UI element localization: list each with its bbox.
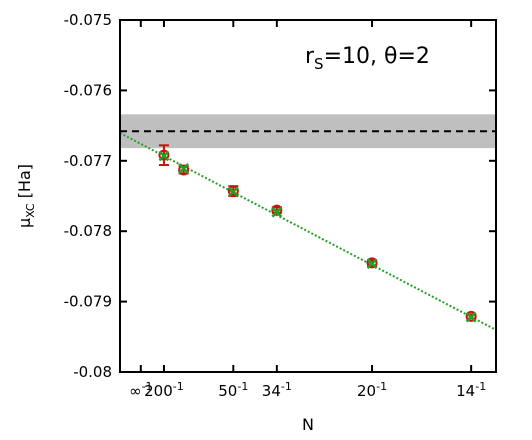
y-tick-label: -0.077 [64, 152, 112, 170]
x-tick-label-base: 34 [262, 382, 281, 400]
series-layer [158, 144, 477, 323]
x-tick-label: 14-1 [456, 380, 486, 400]
x-tick-label-exponent: -1 [173, 380, 184, 393]
x-tick-label-exponent: -1 [376, 380, 387, 393]
data-point-cross [227, 186, 239, 198]
x-tick-label: 34-1 [262, 380, 292, 400]
fit-line [119, 132, 497, 331]
x-tick-label-base: 200 [144, 382, 173, 400]
data-point-circle [366, 257, 378, 269]
x-tick-label-exponent: -1 [142, 380, 153, 393]
annotation-r: r [305, 44, 315, 69]
x-tick-label-base: ∞ [129, 382, 142, 400]
reference-band [120, 114, 496, 149]
data-point-circle [158, 149, 170, 161]
x-tick-label: 20-1 [357, 380, 387, 400]
y-tick-label: -0.08 [73, 363, 112, 381]
x-tick-label-exponent: -1 [475, 380, 486, 393]
annotation-r-sub: S [314, 55, 324, 73]
data-point-cross [178, 163, 190, 174]
data-point-cross [158, 150, 170, 162]
y-tick-label: -0.078 [64, 222, 112, 240]
data-point-cross [366, 258, 378, 269]
data-point-circle [227, 185, 239, 197]
x-tick-label: 200-1 [144, 380, 184, 400]
y-tick-label: -0.076 [64, 81, 112, 99]
reference-band-layer [120, 114, 496, 149]
annotation-parameters: rS=10, θ=2 [305, 44, 430, 73]
x-tick-label-exponent: -1 [237, 380, 248, 393]
x-axis-label: N [302, 415, 314, 434]
data-point-circle [465, 310, 477, 322]
data-point-cross [271, 206, 283, 218]
y-axis-label: μXC [Ha] [15, 164, 37, 228]
x-tick-label: ∞-1 [129, 380, 152, 400]
tick-layer: -0.08-0.079-0.078-0.077-0.076-0.075∞-120… [64, 11, 496, 400]
x-tick-label-exponent: -1 [281, 380, 292, 393]
data-point-cross [465, 311, 477, 323]
fit-line-layer [119, 132, 497, 331]
x-tick-label-base: 50 [218, 382, 237, 400]
x-tick-label: 50-1 [218, 380, 248, 400]
y-axis-label-main: μ [15, 218, 34, 228]
x-tick-label-base: 14 [456, 382, 475, 400]
y-tick-label: -0.075 [64, 11, 112, 29]
y-tick-label: -0.079 [64, 293, 112, 311]
data-point-circle [178, 164, 190, 176]
x-tick-label-base: 20 [357, 382, 376, 400]
y-axis-label-sub: XC [24, 203, 37, 218]
data-point-circle [271, 204, 283, 216]
plot-frame [119, 19, 497, 373]
y-axis-label-unit: [Ha] [15, 164, 34, 203]
annotation-rest: =10, θ=2 [324, 44, 430, 69]
